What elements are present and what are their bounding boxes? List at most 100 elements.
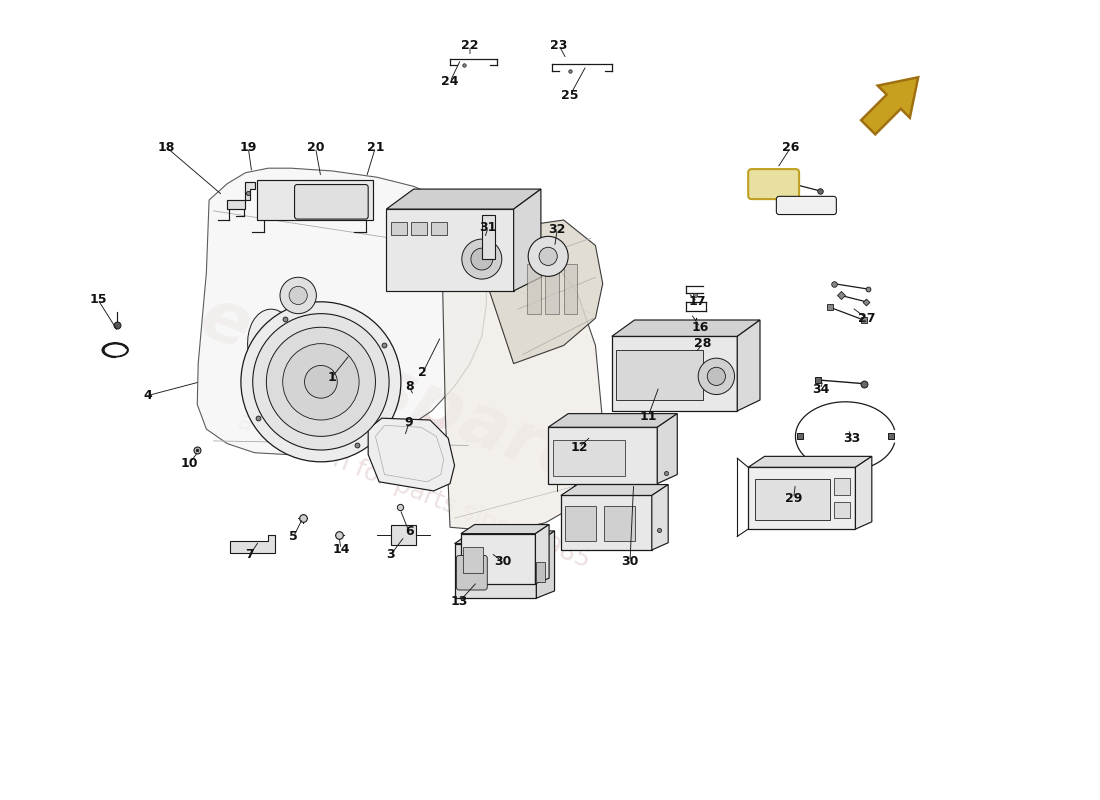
Text: 7: 7 — [245, 548, 254, 561]
Text: 4: 4 — [144, 389, 153, 402]
Polygon shape — [228, 182, 254, 209]
Bar — [390, 222, 407, 234]
Text: 32: 32 — [549, 222, 566, 235]
Bar — [527, 264, 541, 314]
FancyBboxPatch shape — [777, 196, 836, 214]
Polygon shape — [548, 414, 678, 427]
Text: 1: 1 — [328, 370, 337, 384]
Text: 10: 10 — [180, 457, 198, 470]
Bar — [431, 222, 448, 234]
Ellipse shape — [248, 309, 298, 382]
Text: 31: 31 — [480, 221, 497, 234]
Circle shape — [266, 327, 375, 436]
Text: 17: 17 — [689, 295, 706, 308]
Bar — [546, 264, 559, 314]
Ellipse shape — [274, 391, 299, 427]
Text: eurospares: eurospares — [189, 282, 638, 518]
Polygon shape — [652, 485, 668, 550]
Text: 12: 12 — [570, 441, 587, 454]
Text: 29: 29 — [785, 492, 802, 505]
Circle shape — [253, 314, 389, 450]
Text: 8: 8 — [405, 380, 414, 393]
Circle shape — [698, 358, 735, 394]
Bar — [411, 222, 427, 234]
Text: 18: 18 — [157, 141, 175, 154]
Text: 30: 30 — [494, 555, 512, 568]
Text: 28: 28 — [694, 337, 712, 350]
Text: 3: 3 — [386, 548, 395, 561]
Text: 21: 21 — [366, 141, 384, 154]
Text: 5: 5 — [289, 530, 298, 543]
Polygon shape — [856, 456, 872, 529]
Polygon shape — [257, 180, 373, 220]
Polygon shape — [368, 418, 454, 491]
Bar — [565, 506, 596, 541]
Polygon shape — [561, 485, 668, 495]
Circle shape — [289, 286, 307, 305]
Text: 20: 20 — [307, 141, 324, 154]
Polygon shape — [386, 189, 541, 209]
Text: 6: 6 — [405, 526, 414, 538]
Polygon shape — [197, 168, 486, 454]
Text: 27: 27 — [858, 312, 876, 325]
Bar — [834, 478, 850, 494]
Text: 16: 16 — [691, 321, 708, 334]
Bar — [563, 264, 578, 314]
Bar — [552, 440, 626, 476]
Bar — [390, 526, 417, 546]
Polygon shape — [486, 220, 603, 364]
Text: 19: 19 — [240, 141, 257, 154]
FancyBboxPatch shape — [295, 185, 368, 219]
Polygon shape — [461, 525, 549, 534]
Text: 15: 15 — [89, 294, 107, 306]
Text: a passion for parts since 1985: a passion for parts since 1985 — [234, 409, 594, 573]
Text: 2: 2 — [418, 366, 427, 379]
Text: 11: 11 — [639, 410, 657, 423]
Polygon shape — [658, 414, 678, 484]
Bar — [463, 547, 483, 573]
Polygon shape — [537, 531, 554, 598]
FancyArrow shape — [861, 78, 918, 134]
Text: 24: 24 — [441, 75, 459, 88]
Polygon shape — [536, 525, 549, 584]
Circle shape — [539, 247, 558, 266]
Bar — [756, 479, 830, 520]
Bar — [604, 506, 635, 541]
Circle shape — [528, 236, 569, 276]
Polygon shape — [737, 320, 760, 411]
Circle shape — [305, 366, 338, 398]
Bar — [482, 215, 495, 259]
Polygon shape — [612, 336, 737, 411]
Polygon shape — [514, 189, 541, 291]
Polygon shape — [548, 427, 658, 484]
Polygon shape — [454, 544, 537, 598]
Text: 33: 33 — [844, 432, 860, 445]
Polygon shape — [748, 456, 872, 467]
Circle shape — [280, 278, 317, 314]
Bar — [537, 562, 546, 582]
Circle shape — [707, 367, 726, 386]
Text: 26: 26 — [782, 141, 800, 154]
Text: 22: 22 — [461, 39, 478, 52]
Circle shape — [283, 344, 359, 420]
Circle shape — [241, 302, 400, 462]
Polygon shape — [386, 209, 514, 291]
Polygon shape — [561, 495, 652, 550]
Polygon shape — [454, 531, 554, 544]
Text: 9: 9 — [405, 416, 414, 430]
Circle shape — [471, 248, 493, 270]
Circle shape — [462, 239, 502, 279]
Text: 14: 14 — [332, 542, 350, 555]
Polygon shape — [442, 222, 603, 532]
Bar — [834, 502, 850, 518]
Polygon shape — [748, 467, 856, 529]
Text: 23: 23 — [550, 39, 568, 52]
Text: 30: 30 — [621, 555, 639, 568]
Text: 13: 13 — [450, 595, 468, 608]
Polygon shape — [461, 534, 536, 584]
Polygon shape — [612, 320, 760, 336]
Polygon shape — [230, 534, 275, 553]
Bar — [616, 350, 703, 400]
Ellipse shape — [253, 345, 280, 382]
FancyBboxPatch shape — [456, 555, 487, 590]
